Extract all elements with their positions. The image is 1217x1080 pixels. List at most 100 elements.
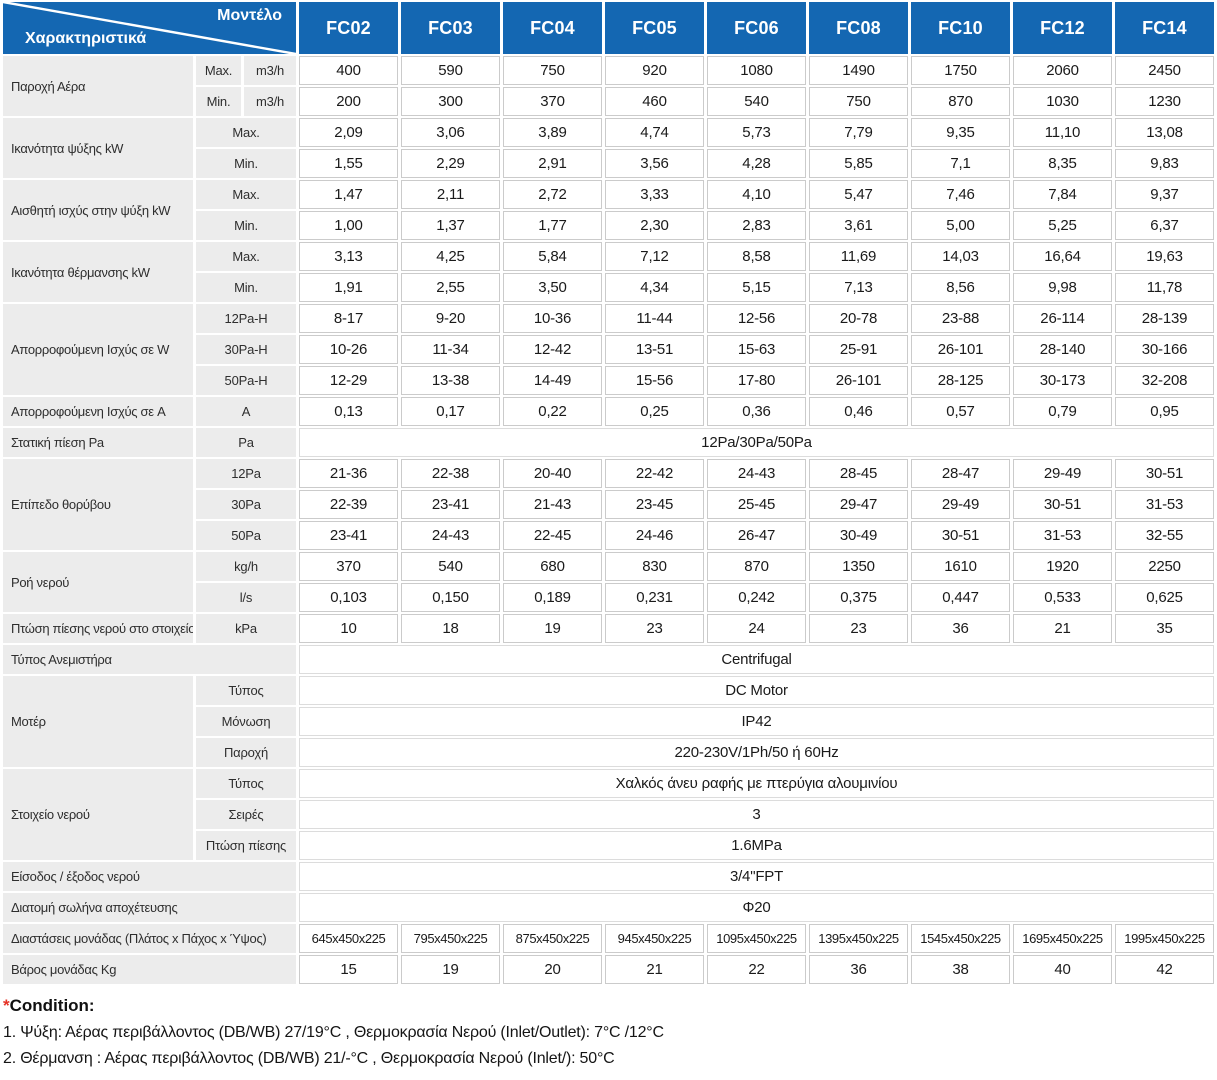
value-cell: 40 (1013, 955, 1112, 984)
value-cell: 540 (401, 552, 500, 581)
row-label: Ικανότητα θέρμανσης kW (3, 242, 193, 302)
value-cell: 19 (503, 614, 602, 643)
row-label: Παροχή Αέρα (3, 56, 193, 116)
value-cell: 24-43 (707, 459, 806, 488)
value-cell: 400 (299, 56, 398, 85)
sub-label: Max. (196, 56, 241, 85)
model-header-fc08: FC08 (809, 2, 908, 54)
model-header-fc02: FC02 (299, 2, 398, 54)
value-cell: 22-39 (299, 490, 398, 519)
value-cell: 3,33 (605, 180, 704, 209)
row-label: Τύπος Ανεμιστήρα (3, 645, 296, 674)
value-cell: 14,03 (911, 242, 1010, 271)
value-cell: 0,189 (503, 583, 602, 612)
value-cell: 10-26 (299, 335, 398, 364)
value-cell: 2450 (1115, 56, 1214, 85)
value-cell: 23-41 (401, 490, 500, 519)
value-cell: 11-44 (605, 304, 704, 333)
table-row: Σειρές 3 (3, 800, 1214, 829)
value-cell: 30-51 (1013, 490, 1112, 519)
span-value-cell: 12Pa/30Pa/50Pa (299, 428, 1214, 457)
value-cell: 5,00 (911, 211, 1010, 240)
value-cell: 2,29 (401, 149, 500, 178)
value-cell: 795x450x225 (401, 924, 500, 953)
table-row: Βάρος μονάδας Kg 15 19 20 21 22 36 38 40 42 (3, 955, 1214, 984)
value-cell: 9,83 (1115, 149, 1214, 178)
value-cell: 9,35 (911, 118, 1010, 147)
value-cell: 870 (707, 552, 806, 581)
sub-label: Min. (196, 273, 296, 302)
table-row: Απορροφούμενη Ισχύς σε A A 0,13 0,17 0,22 0,2… (3, 397, 1214, 426)
value-cell: 24-46 (605, 521, 704, 550)
value-cell: 645x450x225 (299, 924, 398, 953)
value-cell: 13-38 (401, 366, 500, 395)
model-header-fc03: FC03 (401, 2, 500, 54)
value-cell: 1230 (1115, 87, 1214, 116)
table-row: Min. 1,91 2,55 3,50 4,34 5,15 7,13 8,56 9,98 11,7… (3, 273, 1214, 302)
value-cell: 1395x450x225 (809, 924, 908, 953)
value-cell: 0,150 (401, 583, 500, 612)
table-row: Ικανότητα θέρμανσης kW Max. 3,13 4,25 5,84 7,… (3, 242, 1214, 302)
value-cell: 5,25 (1013, 211, 1112, 240)
value-cell: 0,17 (401, 397, 500, 426)
value-cell: 0,375 (809, 583, 908, 612)
sub-label: 50Pa-H (196, 366, 296, 395)
value-cell: 0,57 (911, 397, 1010, 426)
value-cell: 38 (911, 955, 1010, 984)
value-cell: 28-140 (1013, 335, 1112, 364)
row-label: Είσοδος / έξοδος νερού (3, 862, 296, 891)
value-cell: 3,89 (503, 118, 602, 147)
value-cell: 22-42 (605, 459, 704, 488)
table-row: Ικανότητα ψύξης kW Max. 2,09 3,06 3,89 4,74 5,… (3, 118, 1214, 178)
span-value-cell: 3/4"FPT (299, 862, 1214, 891)
value-cell: 1,37 (401, 211, 500, 240)
value-cell: 2,30 (605, 211, 704, 240)
span-value-cell: IP42 (299, 707, 1214, 736)
sub-label: Σειρές (196, 800, 296, 829)
unit-label: m3/h (244, 87, 296, 116)
value-cell: 22-45 (503, 521, 602, 550)
table-row: 50Pa-H 12-29 13-38 14-49 15-56 17-80 26-101 28-… (3, 366, 1214, 395)
value-cell: 24 (707, 614, 806, 643)
value-cell: 2,09 (299, 118, 398, 147)
value-cell: 26-101 (911, 335, 1010, 364)
table-row: 30Pa 22-39 23-41 21-43 23-45 25-45 29-47 29-49 3… (3, 490, 1214, 519)
span-value-cell: 3 (299, 800, 1214, 829)
value-cell: 3,06 (401, 118, 500, 147)
model-header-fc14: FC14 (1115, 2, 1214, 54)
table-row: Αισθητή ισχύς στην ψύξη kW Max. 1,47 2,11 2,… (3, 180, 1214, 240)
sub-label: 30Pa (196, 490, 296, 519)
value-cell: 6,37 (1115, 211, 1214, 240)
value-cell: 13,08 (1115, 118, 1214, 147)
value-cell: 5,73 (707, 118, 806, 147)
value-cell: 1,47 (299, 180, 398, 209)
value-cell: 680 (503, 552, 602, 581)
value-cell: 1,91 (299, 273, 398, 302)
value-cell: 12-42 (503, 335, 602, 364)
value-cell: 2,55 (401, 273, 500, 302)
table-row: Μόνωση IP42 (3, 707, 1214, 736)
value-cell: 5,47 (809, 180, 908, 209)
value-cell: 4,25 (401, 242, 500, 271)
condition-note-1: 1. Ψύξη: Αέρας περιβάλλοντος (DB/WB) 27/… (3, 1024, 664, 1041)
value-cell: 23-41 (299, 521, 398, 550)
sub-label: Min. (196, 87, 241, 116)
value-cell: 0,46 (809, 397, 908, 426)
value-cell: 1490 (809, 56, 908, 85)
value-cell: 20-78 (809, 304, 908, 333)
row-label: Πτώση πίεσης νερού στο στοιχείο (3, 614, 193, 643)
value-cell: 8,35 (1013, 149, 1112, 178)
sub-label: Min. (196, 211, 296, 240)
value-cell: 0,625 (1115, 583, 1214, 612)
footnotes: *Condition: 1. Ψύξη: Αέρας περιβάλλοντος… (0, 986, 1217, 1068)
value-cell: 16,64 (1013, 242, 1112, 271)
value-cell: 5,85 (809, 149, 908, 178)
table-row: Πτώση πίεσης 1.6MPa (3, 831, 1214, 860)
value-cell: 200 (299, 87, 398, 116)
value-cell: 26-101 (809, 366, 908, 395)
value-cell: 28-47 (911, 459, 1010, 488)
value-cell: 1,77 (503, 211, 602, 240)
value-cell: 30-51 (911, 521, 1010, 550)
value-cell: 1,55 (299, 149, 398, 178)
value-cell: 12-56 (707, 304, 806, 333)
